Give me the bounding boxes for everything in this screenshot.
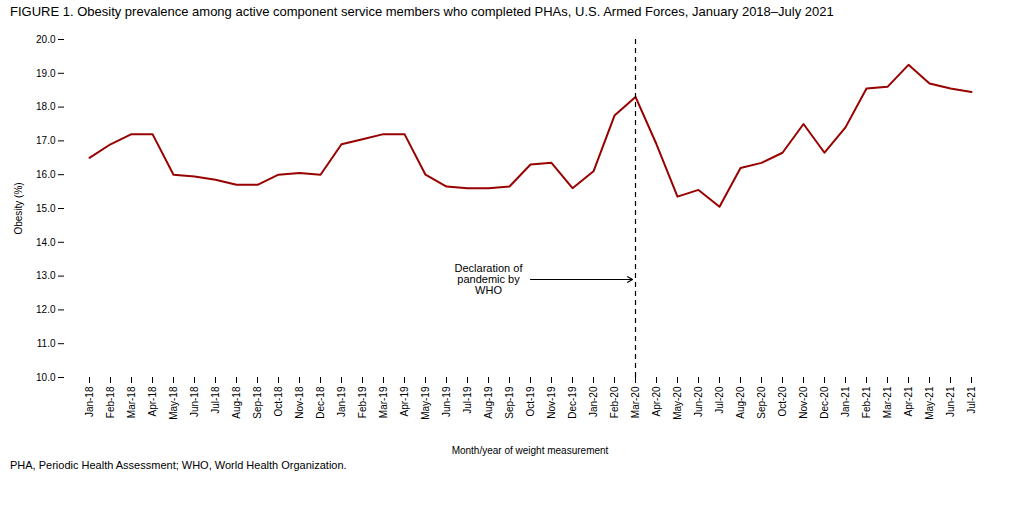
svg-text:Jul-18: Jul-18 [210, 386, 221, 414]
svg-text:Jul-20: Jul-20 [714, 386, 725, 414]
svg-text:Nov-20: Nov-20 [798, 386, 809, 419]
html-text:PHA, Periodic Health Assessmen: PHA, Periodic Health Assessment; WHO, Wo… [10, 458, 347, 471]
svg-text:Apr-18: Apr-18 [147, 386, 158, 416]
svg-text:Sep-18: Sep-18 [252, 386, 263, 419]
svg-text:10.0: 10.0 [36, 372, 56, 383]
svg-text:12.0: 12.0 [36, 304, 56, 315]
svg-text:Declaration ofpandemic byWHO: Declaration ofpandemic byWHO [455, 262, 524, 296]
svg-text:Feb-21: Feb-21 [861, 386, 872, 418]
svg-text:Feb-20: Feb-20 [609, 386, 620, 418]
svg-text:May-20: May-20 [672, 386, 683, 420]
svg-text:Mar-20: Mar-20 [630, 386, 641, 418]
svg-text:Jan-19: Jan-19 [336, 386, 347, 417]
svg-text:Oct-19: Oct-19 [525, 386, 536, 416]
svg-text:15.0: 15.0 [36, 203, 56, 214]
svg-text:20.0: 20.0 [36, 34, 56, 45]
svg-text:Mar-19: Mar-19 [378, 386, 389, 418]
svg-text:Mar-18: Mar-18 [126, 386, 137, 418]
svg-text:16.0: 16.0 [36, 169, 56, 180]
svg-text:Apr-19: Apr-19 [399, 386, 410, 416]
svg-text:Aug-20: Aug-20 [735, 386, 746, 419]
svg-text:11.0: 11.0 [37, 338, 56, 349]
svg-text:Jun-19: Jun-19 [441, 386, 452, 417]
svg-text:Obesity (%): Obesity (%) [13, 182, 24, 234]
svg-text:Month/year of weight measureme: Month/year of weight measurement [452, 444, 609, 455]
svg-text:May-21: May-21 [924, 386, 935, 420]
svg-text:Jan-18: Jan-18 [84, 386, 95, 417]
svg-text:Jul-19: Jul-19 [462, 386, 473, 414]
svg-text:May-18: May-18 [168, 386, 179, 420]
svg-text:Aug-18: Aug-18 [231, 386, 242, 419]
svg-text:Dec-18: Dec-18 [315, 386, 326, 419]
svg-text:Apr-21: Apr-21 [903, 386, 914, 416]
html-text:FIGURE 1. Obesity prevalence a: FIGURE 1. Obesity prevalence among activ… [10, 4, 834, 19]
svg-text:Sep-19: Sep-19 [504, 386, 515, 419]
svg-text:Oct-20: Oct-20 [777, 386, 788, 416]
svg-text:Sep-20: Sep-20 [756, 386, 767, 419]
svg-text:17.0: 17.0 [36, 135, 56, 146]
svg-text:Feb-18: Feb-18 [105, 386, 116, 418]
svg-text:Nov-18: Nov-18 [294, 386, 305, 419]
svg-text:Dec-19: Dec-19 [567, 386, 578, 419]
svg-text:13.0: 13.0 [36, 270, 56, 281]
svg-text:Aug-19: Aug-19 [483, 386, 494, 419]
svg-text:18.0: 18.0 [36, 101, 56, 112]
svg-text:Apr-20: Apr-20 [651, 386, 662, 416]
svg-text:May-19: May-19 [420, 386, 431, 420]
svg-text:Jul-21: Jul-21 [966, 386, 977, 414]
svg-text:Jan-20: Jan-20 [588, 386, 599, 417]
svg-text:Mar-21: Mar-21 [882, 386, 893, 418]
svg-text:14.0: 14.0 [36, 236, 56, 247]
svg-text:Jun-20: Jun-20 [693, 386, 704, 417]
svg-text:Jun-21: Jun-21 [945, 386, 956, 417]
svg-text:Nov-19: Nov-19 [546, 386, 557, 419]
svg-text:Dec-20: Dec-20 [819, 386, 830, 419]
svg-text:Jan-21: Jan-21 [840, 386, 851, 417]
svg-text:Jun-18: Jun-18 [189, 386, 200, 417]
svg-text:Oct-18: Oct-18 [273, 386, 284, 416]
svg-text:Feb-19: Feb-19 [357, 386, 368, 418]
svg-text:19.0: 19.0 [36, 67, 56, 78]
